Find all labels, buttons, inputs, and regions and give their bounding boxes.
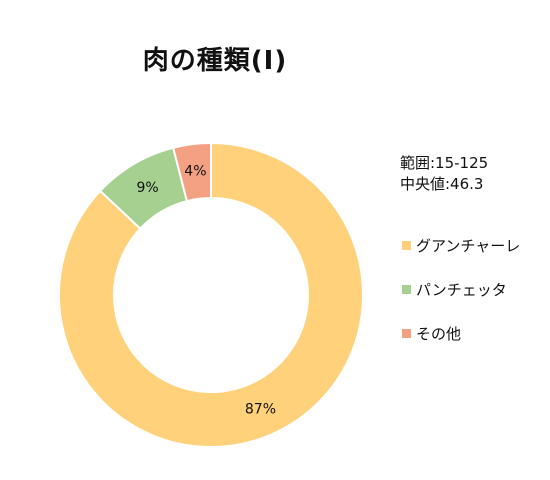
donut-slice-guanciale <box>58 141 364 448</box>
legend-swatch-guanciale <box>402 240 411 250</box>
data-label-pancetta: 9% <box>137 180 159 196</box>
donut-slice-other <box>171 141 212 203</box>
data-label-other: 4% <box>184 163 206 179</box>
chart-title: 肉の種類(I) <box>142 46 288 76</box>
legend-item-other: その他 <box>402 323 520 343</box>
legend-swatch-pancetta <box>402 284 411 294</box>
legend-label-guanciale: グアンチャーレ <box>416 236 521 255</box>
legend-label-other: その他 <box>416 324 462 343</box>
data-label-guanciale: 87% <box>245 401 276 417</box>
legend-swatch-other <box>402 328 411 338</box>
chart-legend: グアンチャーレ パンチェッタ その他 <box>402 235 520 367</box>
legend-item-guanciale: グアンチャーレ <box>402 235 520 255</box>
legend-label-pancetta: パンチェッタ <box>416 280 507 299</box>
median-annotation: 中央値:46.3 <box>400 175 484 193</box>
range-annotation: 範囲:15-125 <box>400 154 489 172</box>
stats-annotation: 範囲:15-125 中央値:46.3 <box>400 153 488 195</box>
legend-item-pancetta: パンチェッタ <box>402 279 520 299</box>
